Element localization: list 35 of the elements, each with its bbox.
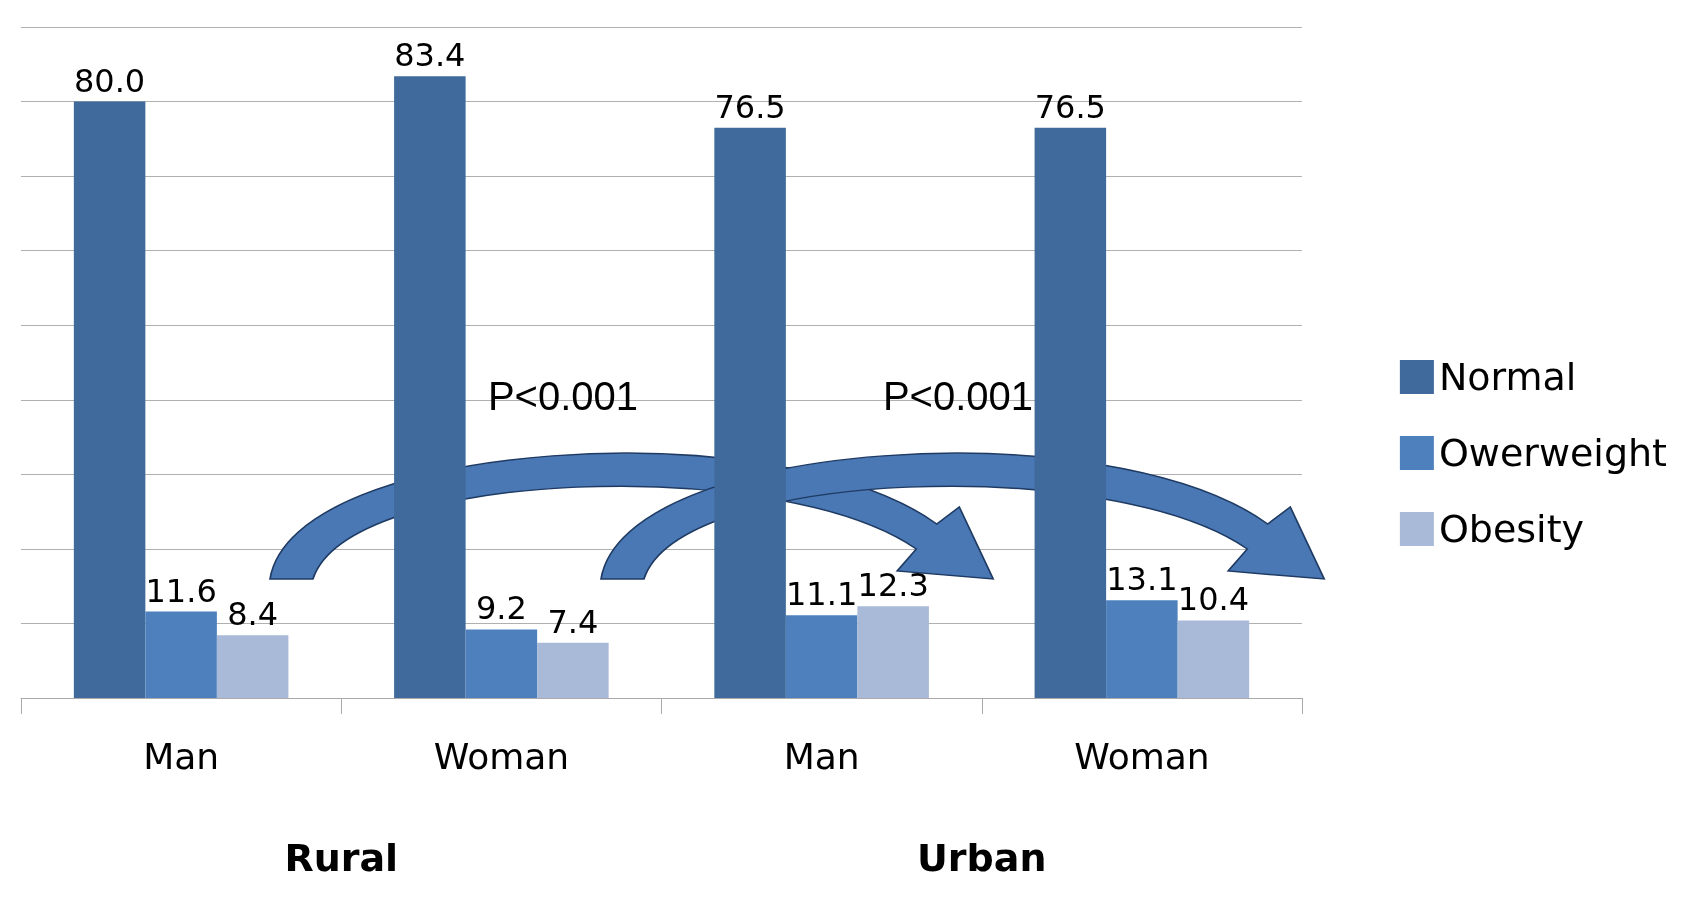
data-label: 76.5 [714,87,786,126]
bar [714,127,786,698]
data-label: 80.0 [73,61,146,100]
legend-label: Normal [1438,355,1577,399]
bar [73,101,146,698]
data-label: 10.4 [1177,580,1250,619]
legend-label: Owerweight [1438,431,1668,475]
bar [465,629,538,698]
x-tick-label: Woman [1074,735,1210,777]
data-label: 12.3 [857,566,929,605]
bar [145,611,217,698]
bar [1034,127,1107,698]
bar [1177,620,1250,698]
annotation: P<0.001 [882,374,1034,418]
bar [1106,600,1178,698]
data-label: 76.5 [1034,87,1106,126]
legend-label: Obesity [1438,507,1585,551]
data-label: 11.1 [786,575,858,614]
x-tick-label: Man [143,735,220,777]
data-label: 8.4 [227,595,279,634]
data-label: 7.4 [547,602,599,641]
bar [537,642,609,698]
data-label: 13.1 [1106,560,1178,599]
annotation: P<0.001 [487,374,639,418]
text: Urban [917,836,1047,880]
data-label: 83.4 [394,36,466,75]
bar [857,606,929,698]
text: Rural [284,836,399,880]
x-tick-label: Woman [433,735,570,777]
bar [394,76,466,698]
x-tick-label: Man [783,735,860,777]
bar [216,635,289,698]
data-label: 9.2 [475,589,527,628]
bar [785,615,858,698]
data-label: 11.6 [145,571,217,610]
